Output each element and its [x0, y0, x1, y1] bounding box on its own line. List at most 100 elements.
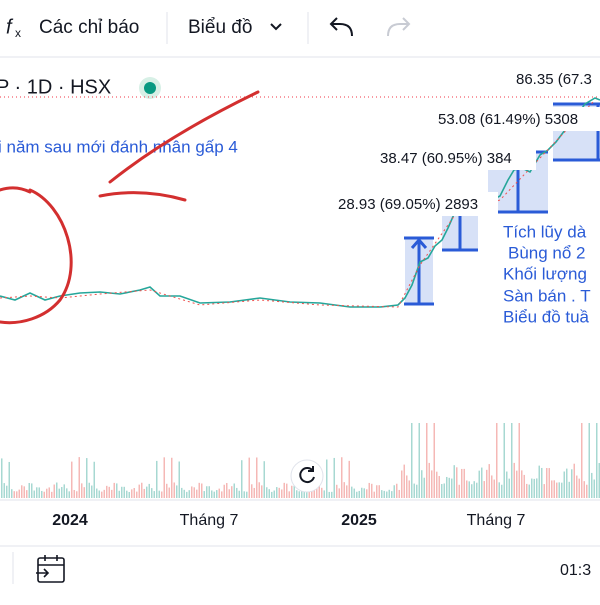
- volume-bar: [336, 485, 338, 498]
- volume-bar: [446, 477, 448, 498]
- volume-bar: [484, 481, 486, 498]
- volume-bar: [176, 485, 178, 498]
- volume-bar: [31, 483, 33, 498]
- volume-bar: [261, 485, 263, 498]
- volume-bar: [406, 475, 408, 498]
- volume-bar: [269, 489, 271, 498]
- volume-bar: [21, 485, 23, 498]
- volume-bar: [574, 464, 576, 498]
- volume-bar: [24, 486, 26, 498]
- calendar-icon: [38, 558, 64, 582]
- volume-bar: [546, 468, 548, 498]
- reset-button[interactable]: [291, 460, 323, 492]
- volume-bar: [71, 462, 73, 498]
- price-label: 38.47 (60.95%) 384: [380, 150, 512, 167]
- goto-date-button[interactable]: [36, 555, 64, 582]
- volume-bar: [386, 492, 388, 498]
- volume-bar: [111, 490, 113, 498]
- volume-bar: [184, 490, 186, 498]
- chart-type-button[interactable]: Biểu đồ: [188, 17, 252, 38]
- volume-bar: [219, 489, 221, 498]
- note-text: i năm sau mới đánh nhân gấp 4: [0, 137, 238, 156]
- volume-bar: [281, 489, 283, 498]
- volume-bar: [501, 485, 503, 498]
- volume-bar: [496, 423, 498, 498]
- volume-bar: [124, 487, 126, 498]
- volume-bar: [384, 491, 386, 498]
- volume-bar: [419, 423, 421, 498]
- volume-bar: [566, 469, 568, 498]
- volume-bar: [379, 485, 381, 498]
- volume-bar: [29, 483, 31, 498]
- volume-bar: [404, 465, 406, 498]
- volume-bar: [4, 483, 6, 498]
- volume-bar: [256, 457, 258, 498]
- volume-bar: [116, 483, 118, 498]
- volume-bar: [359, 491, 361, 498]
- volume-bar: [299, 491, 301, 498]
- volume-bar: [114, 483, 116, 498]
- volume-bar: [186, 492, 188, 498]
- volume-bar: [149, 484, 151, 498]
- volume-bar: [521, 470, 523, 498]
- volume-bar: [206, 486, 208, 498]
- volume-bar: [229, 489, 231, 498]
- volume-bar: [79, 457, 81, 498]
- volume-bar: [449, 478, 451, 498]
- volume-bar: [554, 480, 556, 498]
- volume-bar: [9, 462, 11, 498]
- volume-bar: [89, 483, 91, 498]
- volume-bar: [109, 487, 111, 498]
- volume-bar: [209, 486, 211, 498]
- volume-bar: [506, 472, 508, 498]
- volume-bar: [61, 487, 63, 498]
- volume-bar: [561, 483, 563, 498]
- red-circle: [0, 190, 71, 323]
- volume-bar: [451, 479, 453, 498]
- symbol-info[interactable]: P · 1D · HSX: [0, 76, 111, 98]
- volume-bar: [1, 458, 3, 498]
- volume-bar: [196, 490, 198, 498]
- volume-bar: [26, 490, 28, 498]
- volume-bar: [514, 463, 516, 498]
- price-label: 53.08 (61.49%) 5308: [438, 111, 578, 128]
- volume-bar: [254, 488, 256, 498]
- volume-bar: [129, 492, 131, 498]
- volume-bar: [564, 472, 566, 498]
- clock: 01:3: [560, 562, 591, 579]
- volume-bar: [461, 469, 463, 498]
- volume-bar: [11, 489, 13, 498]
- volume-bar: [59, 489, 61, 498]
- volume-bar: [54, 485, 56, 498]
- volume-bar: [106, 486, 108, 498]
- volume-bar: [331, 492, 333, 498]
- time-label: Tháng 7: [467, 512, 526, 529]
- volume-bar: [131, 489, 133, 498]
- volume-bar: [146, 487, 148, 498]
- indicators-button[interactable]: Các chỉ báo: [39, 17, 139, 38]
- volume-bar: [534, 479, 536, 498]
- note-text: Tích lũy dà: [503, 222, 587, 241]
- volume-bar: [226, 483, 228, 498]
- volume-bar: [416, 485, 418, 498]
- volume-bar: [409, 480, 411, 498]
- volume-bar: [346, 485, 348, 498]
- volume-bar: [509, 479, 511, 498]
- volume-bar: [19, 490, 21, 498]
- volume-bar: [201, 483, 203, 498]
- volume-bar: [139, 485, 141, 498]
- volume-bar: [169, 488, 171, 498]
- volume-bar: [594, 480, 596, 498]
- volume-bar: [84, 487, 86, 498]
- volume-bar: [224, 485, 226, 498]
- volume-bar: [576, 476, 578, 498]
- volume-bar: [189, 490, 191, 498]
- hand-drawing: [0, 92, 258, 323]
- volume-bar: [289, 491, 291, 498]
- volume-bar: [476, 483, 478, 498]
- volume-bar: [221, 491, 223, 498]
- volume-bar: [519, 423, 521, 498]
- volume-bar: [284, 483, 286, 498]
- volume-bar: [259, 482, 261, 498]
